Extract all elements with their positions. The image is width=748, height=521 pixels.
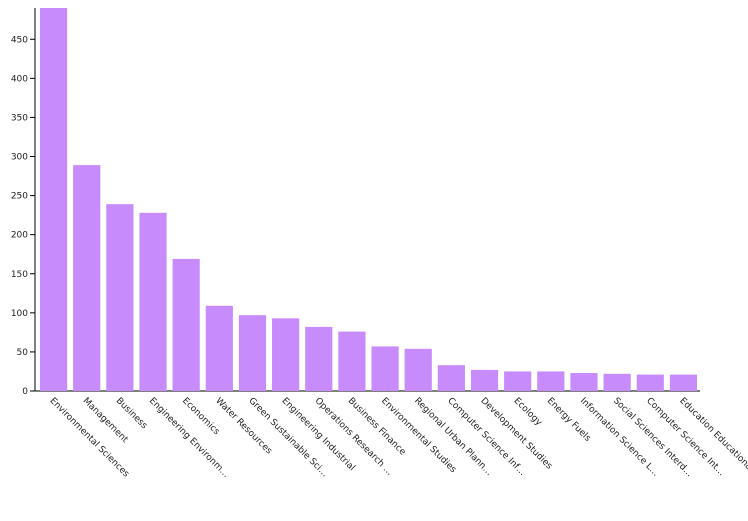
bar [437, 365, 465, 391]
y-tick-label: 200 [11, 231, 28, 241]
y-tick-label: 400 [11, 74, 28, 84]
bar [669, 374, 698, 391]
y-tick-label: 150 [11, 270, 28, 280]
bar [238, 315, 267, 391]
bar [504, 371, 532, 391]
x-tick-label: Water Resources [213, 396, 274, 457]
y-tick-label: 350 [11, 113, 28, 123]
bar [106, 204, 134, 391]
bar [73, 165, 101, 391]
bar [603, 373, 631, 391]
x-tick-label: Ecology [512, 396, 544, 428]
bar [371, 346, 399, 391]
bar [205, 305, 233, 391]
bar [404, 348, 432, 391]
bar [272, 318, 300, 391]
bar [139, 212, 167, 391]
y-tick-label: 300 [11, 153, 28, 163]
y-tick-label: 100 [11, 309, 28, 319]
bar [172, 258, 200, 391]
bar [305, 326, 333, 391]
bar [636, 374, 664, 391]
y-tick-label: 0 [22, 387, 28, 397]
y-tick-label: 450 [11, 35, 28, 45]
bar [39, 8, 68, 391]
bar [470, 369, 499, 391]
y-tick-label: 250 [11, 192, 28, 202]
x-tick-label: Business Finance [346, 396, 408, 458]
y-tick-label: 50 [17, 348, 29, 358]
bar [570, 373, 598, 391]
bar [338, 331, 366, 391]
bar [537, 371, 565, 391]
